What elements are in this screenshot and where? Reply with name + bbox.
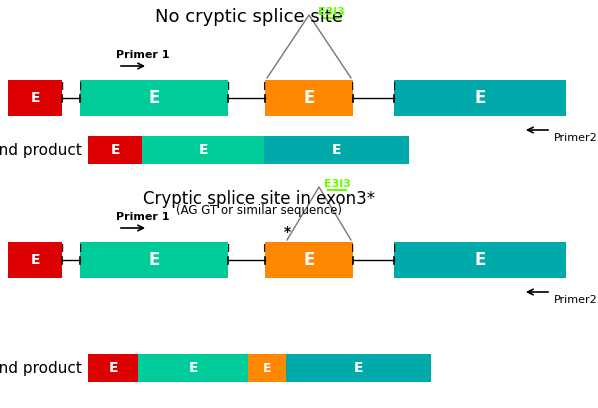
Text: E: E: [303, 89, 315, 107]
Text: I: I: [227, 244, 230, 254]
Bar: [88, 136, 142, 164]
Text: End product: End product: [0, 361, 82, 375]
Text: Primer2: Primer2: [554, 133, 598, 143]
Bar: [142, 136, 264, 164]
Text: Primer 1: Primer 1: [116, 50, 169, 60]
Bar: [265, 242, 353, 278]
Text: E: E: [474, 251, 486, 269]
Text: E: E: [303, 251, 315, 269]
Text: E: E: [199, 143, 208, 157]
Bar: [80, 242, 228, 278]
Bar: [394, 242, 566, 278]
Text: I: I: [352, 82, 355, 92]
Text: Cryptic splice site in exon3*: Cryptic splice site in exon3*: [143, 190, 375, 208]
Bar: [8, 242, 62, 278]
Bar: [8, 80, 62, 116]
Text: E: E: [148, 89, 160, 107]
Text: E: E: [110, 143, 120, 157]
Text: Primer 1: Primer 1: [116, 212, 169, 222]
Bar: [138, 354, 248, 382]
Bar: [394, 80, 566, 116]
Text: I: I: [392, 82, 396, 92]
Text: E: E: [30, 91, 39, 105]
Text: I: I: [78, 82, 81, 92]
Text: E: E: [188, 361, 198, 375]
Text: (AG GT or similar sequence): (AG GT or similar sequence): [176, 204, 342, 217]
Text: Primer2: Primer2: [554, 295, 598, 305]
Text: I: I: [263, 82, 267, 92]
Text: I: I: [352, 244, 355, 254]
Text: End product: End product: [0, 142, 82, 157]
Text: No cryptic splice site: No cryptic splice site: [155, 8, 343, 26]
Text: I: I: [78, 244, 81, 254]
Text: E: E: [332, 143, 341, 157]
Text: I: I: [227, 82, 230, 92]
Bar: [88, 354, 138, 382]
Text: E: E: [30, 253, 39, 267]
Bar: [265, 80, 353, 116]
Text: E: E: [354, 361, 363, 375]
Text: I: I: [392, 244, 396, 254]
Text: E: E: [108, 361, 118, 375]
Text: I: I: [60, 82, 63, 92]
Bar: [248, 354, 286, 382]
Text: E: E: [148, 251, 160, 269]
Text: E3I3: E3I3: [324, 179, 350, 189]
Text: E3I3: E3I3: [318, 7, 344, 17]
Text: I: I: [60, 244, 63, 254]
Text: E: E: [263, 361, 271, 375]
Bar: [80, 80, 228, 116]
Text: I: I: [263, 244, 267, 254]
Text: E: E: [474, 89, 486, 107]
Text: *: *: [283, 225, 291, 239]
Bar: [264, 136, 409, 164]
Bar: [286, 354, 431, 382]
